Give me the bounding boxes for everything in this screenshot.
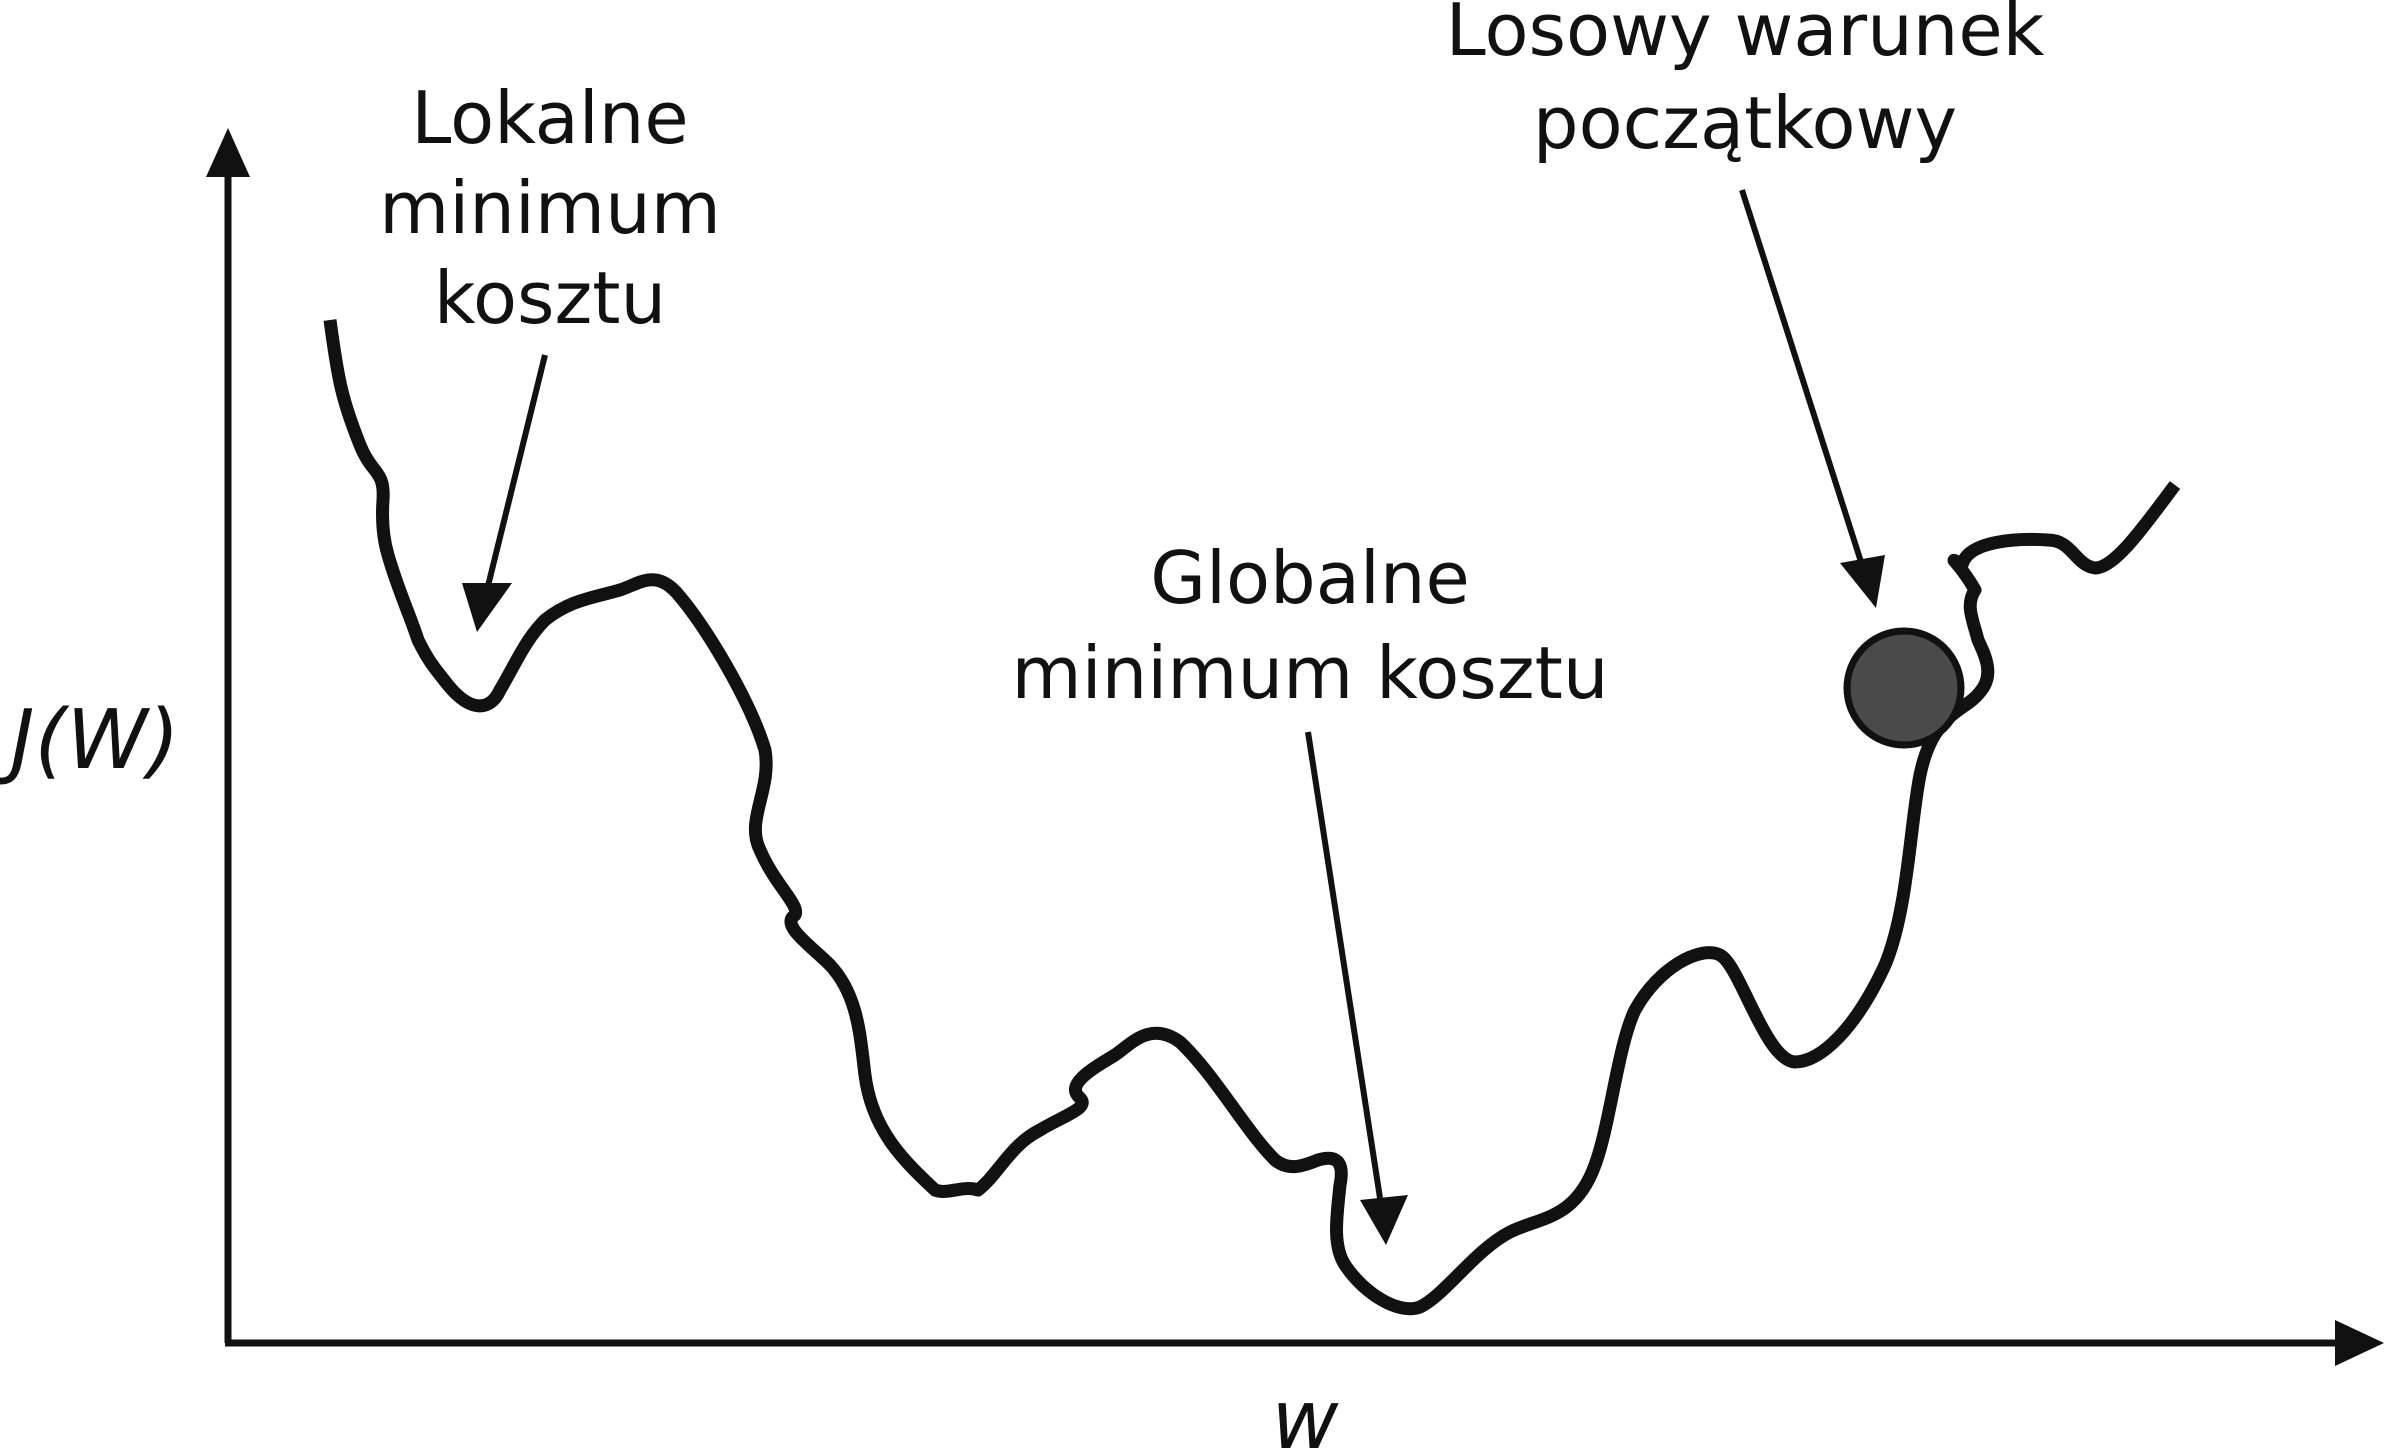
local-minimum-label-line-2: minimum — [379, 166, 721, 250]
y-axis — [206, 128, 250, 1343]
global-minimum-label-line-2: minimum kosztu — [1012, 631, 1609, 715]
global-minimum-label: Globalne minimum kosztu — [1012, 536, 1609, 715]
random-start-arrow — [1739, 189, 1885, 608]
local-minimum-label-line-1: Lokalne — [411, 76, 688, 160]
y-axis-label: J(W) — [0, 693, 180, 788]
random-start-label-line-1: Losowy warunek — [1446, 0, 2045, 72]
local-minimum-label-line-3: kosztu — [434, 256, 666, 340]
global-minimum-arrow — [1305, 731, 1408, 1245]
local-minimum-arrow — [462, 354, 548, 632]
local-minimum-label: Lokalne minimum kosztu — [379, 76, 721, 340]
random-start-label: Losowy warunek początkowy — [1446, 0, 2045, 165]
x-axis — [225, 1320, 2384, 1366]
global-minimum-label-line-1: Globalne — [1150, 536, 1470, 620]
cost-curve — [323, 319, 2181, 1316]
x-axis-arrowhead — [2335, 1320, 2384, 1366]
y-axis-arrowhead — [206, 128, 250, 177]
random-start-label-line-2: początkowy — [1533, 81, 1957, 165]
x-axis-label: w — [1271, 1373, 1339, 1455]
random-start-ball — [1843, 627, 1965, 749]
